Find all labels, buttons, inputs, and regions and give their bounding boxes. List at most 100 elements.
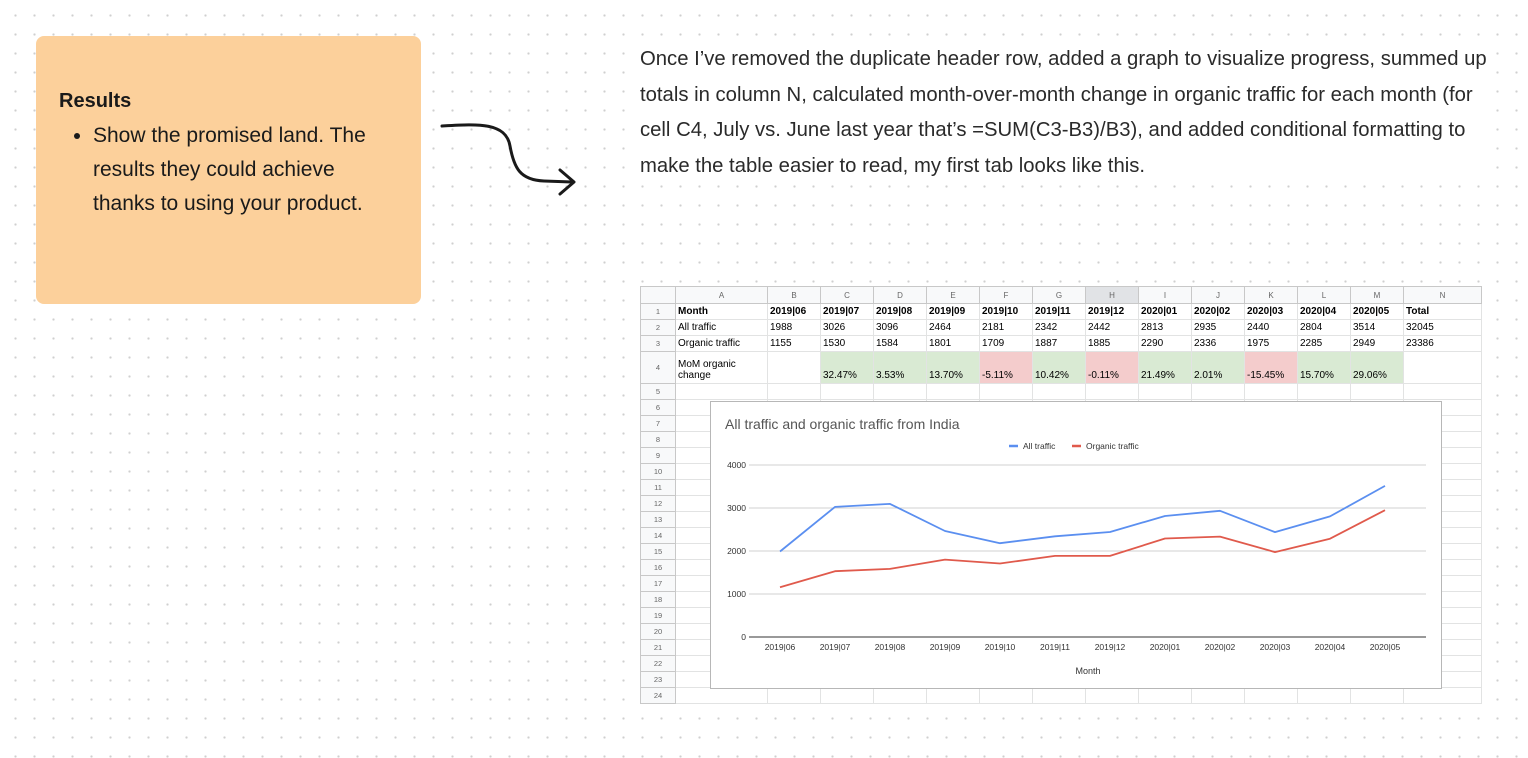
sheet-cell[interactable]: 2019|10 xyxy=(979,303,1033,320)
sheet-cell[interactable]: 1975 xyxy=(1244,335,1298,352)
sheet-cell[interactable]: 2442 xyxy=(1085,319,1139,336)
sheet-cell[interactable] xyxy=(1297,383,1351,400)
sheet-cell[interactable]: 2019|12 xyxy=(1085,303,1139,320)
sheet-cell[interactable]: 2342 xyxy=(1032,319,1086,336)
sheet-cell[interactable]: 2935 xyxy=(1191,319,1245,336)
row-header[interactable]: 20 xyxy=(640,623,676,640)
sheet-cell[interactable]: 2019|08 xyxy=(873,303,927,320)
sheet-cell[interactable] xyxy=(1403,351,1482,384)
sheet-cell[interactable]: 1885 xyxy=(1085,335,1139,352)
sheet-cell[interactable] xyxy=(1350,383,1404,400)
row-header[interactable]: 21 xyxy=(640,639,676,656)
sheet-cell[interactable]: 2020|04 xyxy=(1297,303,1351,320)
sheet-cell[interactable]: 2020|05 xyxy=(1350,303,1404,320)
column-header[interactable]: H xyxy=(1085,286,1139,304)
sheet-cell[interactable] xyxy=(1191,687,1245,704)
column-header[interactable]: K xyxy=(1244,286,1298,304)
column-header[interactable]: C xyxy=(820,286,874,304)
row-header[interactable]: 18 xyxy=(640,591,676,608)
row-header[interactable]: 17 xyxy=(640,575,676,592)
sheet-cell[interactable]: 2949 xyxy=(1350,335,1404,352)
sheet-cell[interactable] xyxy=(979,383,1033,400)
sheet-cell[interactable]: 2440 xyxy=(1244,319,1298,336)
sheet-cell[interactable]: 2804 xyxy=(1297,319,1351,336)
sheet-cell[interactable]: 1887 xyxy=(1032,335,1086,352)
sheet-cell[interactable] xyxy=(1403,383,1482,400)
sheet-cell[interactable]: 2019|11 xyxy=(1032,303,1086,320)
column-header[interactable]: G xyxy=(1032,286,1086,304)
row-header[interactable]: 19 xyxy=(640,607,676,624)
row-header[interactable]: 3 xyxy=(640,335,676,352)
sheet-cell[interactable] xyxy=(1138,383,1192,400)
sheet-cell[interactable]: 2.01% xyxy=(1191,351,1245,384)
column-header[interactable]: I xyxy=(1138,286,1192,304)
row-header[interactable]: 14 xyxy=(640,527,676,544)
row-header[interactable]: 16 xyxy=(640,559,676,576)
sheet-cell[interactable]: 2285 xyxy=(1297,335,1351,352)
sheet-cell[interactable]: 3026 xyxy=(820,319,874,336)
sheet-cell[interactable]: 1155 xyxy=(767,335,821,352)
sheet-cell[interactable]: MoM organic change xyxy=(675,351,768,384)
row-header[interactable]: 2 xyxy=(640,319,676,336)
sheet-cell[interactable]: 2020|02 xyxy=(1191,303,1245,320)
sheet-cell[interactable]: -15.45% xyxy=(1244,351,1298,384)
sheet-cell[interactable]: 1709 xyxy=(979,335,1033,352)
sheet-cell[interactable] xyxy=(767,351,821,384)
column-header[interactable]: M xyxy=(1350,286,1404,304)
row-header[interactable]: 12 xyxy=(640,495,676,512)
sheet-cell[interactable]: 2019|06 xyxy=(767,303,821,320)
sheet-cell[interactable]: Month xyxy=(675,303,768,320)
column-header[interactable]: L xyxy=(1297,286,1351,304)
sheet-cell[interactable] xyxy=(1350,687,1404,704)
sheet-cell[interactable]: 1584 xyxy=(873,335,927,352)
sheet-cell[interactable]: All traffic xyxy=(675,319,768,336)
sheet-cell[interactable] xyxy=(767,687,821,704)
column-header[interactable]: B xyxy=(767,286,821,304)
sheet-cell[interactable]: -0.11% xyxy=(1085,351,1139,384)
sheet-cell[interactable]: 2813 xyxy=(1138,319,1192,336)
row-header[interactable]: 23 xyxy=(640,671,676,688)
column-header[interactable]: D xyxy=(873,286,927,304)
sheet-cell[interactable] xyxy=(1297,687,1351,704)
sheet-cell[interactable]: 3096 xyxy=(873,319,927,336)
sheet-cell[interactable] xyxy=(873,687,927,704)
row-header[interactable]: 6 xyxy=(640,399,676,416)
row-header[interactable]: 8 xyxy=(640,431,676,448)
sheet-cell[interactable] xyxy=(1244,687,1298,704)
sheet-cell[interactable]: 2020|01 xyxy=(1138,303,1192,320)
row-header[interactable]: 15 xyxy=(640,543,676,560)
column-header[interactable]: A xyxy=(675,286,768,304)
sheet-cell[interactable] xyxy=(675,383,768,400)
sheet-cell[interactable] xyxy=(1032,383,1086,400)
column-header[interactable]: N xyxy=(1403,286,1482,304)
sheet-cell[interactable]: 2290 xyxy=(1138,335,1192,352)
sheet-cell[interactable] xyxy=(1138,687,1192,704)
spreadsheet[interactable]: A B C D E F G H I J K L M N 1 Month 2019|06 2019|07 2019|0… xyxy=(640,286,1484,708)
sheet-cell[interactable]: 32.47% xyxy=(820,351,874,384)
sheet-cell[interactable]: 1988 xyxy=(767,319,821,336)
sheet-cell[interactable]: 23386 xyxy=(1403,335,1482,352)
sheet-cell[interactable]: Total xyxy=(1403,303,1482,320)
sheet-cell[interactable] xyxy=(979,687,1033,704)
sheet-cell[interactable] xyxy=(767,383,821,400)
sheet-cell[interactable] xyxy=(675,687,768,704)
column-header[interactable]: J xyxy=(1191,286,1245,304)
sheet-cell[interactable]: 3.53% xyxy=(873,351,927,384)
sheet-cell[interactable]: 2020|03 xyxy=(1244,303,1298,320)
sheet-cell[interactable]: 29.06% xyxy=(1350,351,1404,384)
sheet-cell[interactable]: 21.49% xyxy=(1138,351,1192,384)
sheet-cell[interactable] xyxy=(1403,687,1482,704)
sheet-cell[interactable]: -5.11% xyxy=(979,351,1033,384)
column-header[interactable]: E xyxy=(926,286,980,304)
row-header[interactable]: 7 xyxy=(640,415,676,432)
sheet-cell[interactable] xyxy=(1244,383,1298,400)
row-header[interactable]: 13 xyxy=(640,511,676,528)
sheet-cell[interactable]: 13.70% xyxy=(926,351,980,384)
sheet-cell[interactable] xyxy=(1032,687,1086,704)
sheet-cell[interactable]: 15.70% xyxy=(1297,351,1351,384)
sheet-cell[interactable]: 2336 xyxy=(1191,335,1245,352)
sheet-cell[interactable]: Organic traffic xyxy=(675,335,768,352)
row-header[interactable]: 22 xyxy=(640,655,676,672)
sheet-cell[interactable] xyxy=(820,383,874,400)
sheet-cell[interactable]: 32045 xyxy=(1403,319,1482,336)
